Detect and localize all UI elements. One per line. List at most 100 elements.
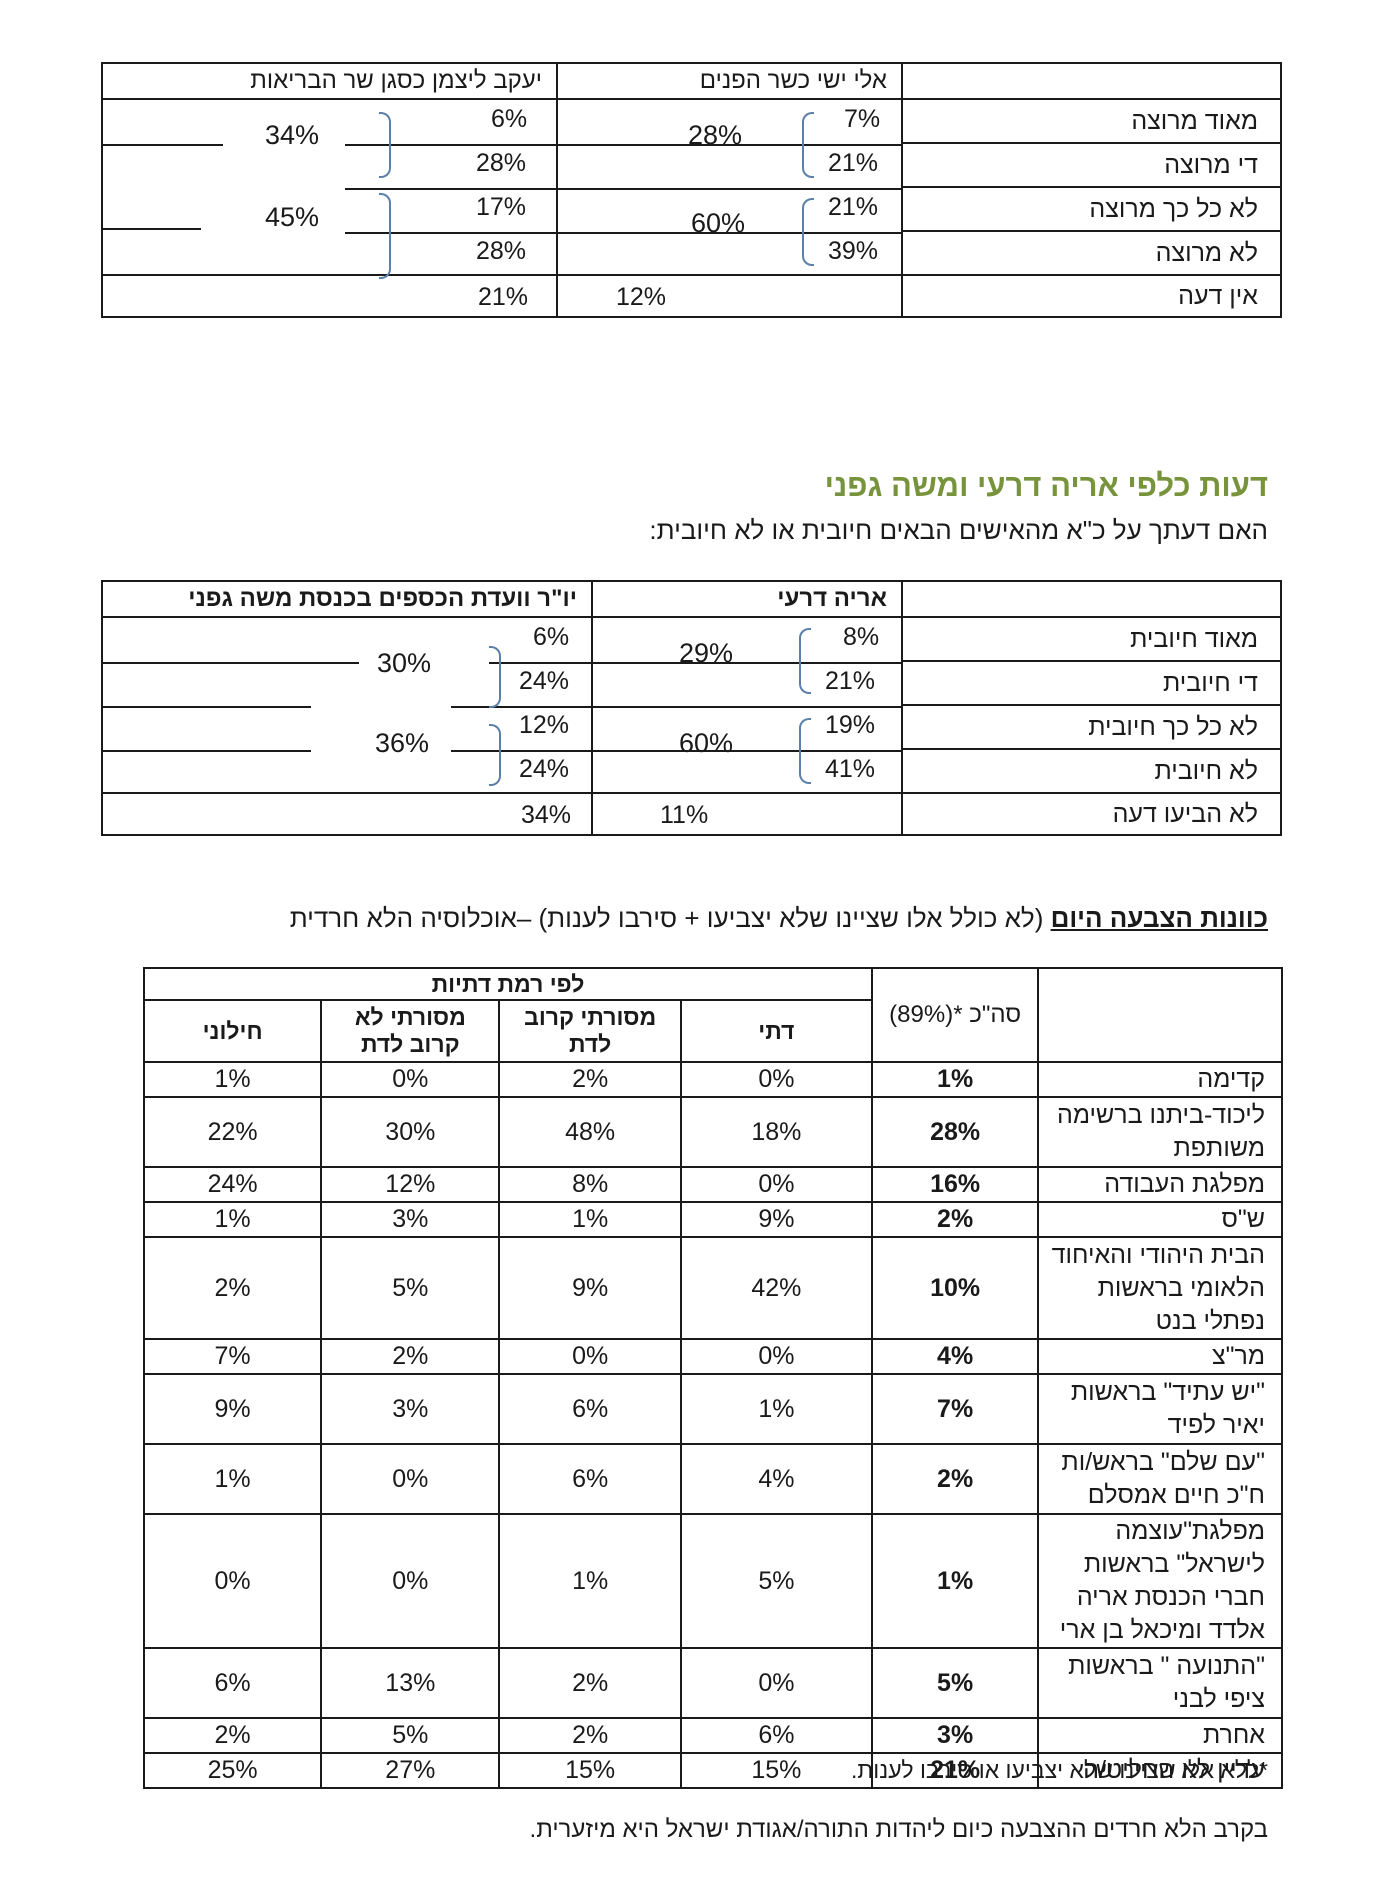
row-label: לא כל כך מרוצה [901,186,1282,232]
value-cell: 12% [519,711,570,739]
party-header [1037,967,1283,1063]
value-cell: 24% [519,667,570,695]
value-cell: 8% [498,1166,682,1203]
row-label: מאוד חיובית [901,616,1282,662]
party-name: "עם שלם" בראש/ות ח"כ חיים אמסלם [1037,1443,1283,1515]
row-label: די מרוצה [901,142,1282,188]
value-cell: 15% [679,1752,873,1789]
value-cell: 30% [320,1096,501,1168]
table-row: ליכוד-ביתנו ברשימה משותפת 28% 18% 48% 30% 22% [142,1096,1283,1168]
value-cell: 21% [825,667,876,695]
column-header: אריה דרעי [591,580,903,618]
section-title-deri-gafni: דעות כלפי אריה דרעי ומשה גפני [824,468,1268,503]
table-row: "עם שלם" בראש/ות ח"כ חיים אמסלם 2% 4% 6% 0% 1… [142,1443,1283,1515]
row-label: מאוד מרוצה [901,98,1282,144]
table-row: "התנועה " בראשות ציפי לבני 5% 0% 2% 13% 6% [142,1647,1283,1719]
value-cell: 1% [142,1443,323,1515]
table-row: "יש עתיד" בראשות יאיר לפיד 7% 1% 6% 3% 9% [142,1373,1283,1445]
table2-col1-overlay: 8% 21% 19% 41% 29% 60% [593,618,903,794]
value-cell: 0% [679,1338,873,1375]
table-row: מפלגת העבודה 16% 0% 8% 12% 24% [142,1166,1283,1203]
party-name: ש"ס [1037,1201,1283,1238]
total-value: 1% [870,1513,1040,1649]
total-value: 2% [870,1443,1040,1515]
value-cell: 22% [142,1096,323,1168]
value-cell: 21% [828,149,879,177]
total-value: 16% [870,1166,1040,1203]
sub-header: מסורתי קרוב לדת [498,999,682,1063]
sub-header: דתי [679,999,873,1063]
value-cell: 6% [498,1373,682,1445]
row-label: לא הביעו דעה [901,792,1282,836]
row-label-header [901,580,1282,618]
positive-sum: 34% [265,120,320,150]
row-label: לא חיובית [901,748,1282,794]
value-cell: 15% [498,1752,682,1789]
party-name: אחרת [1037,1717,1283,1754]
negative-sum: 45% [265,202,320,232]
value-cell: 13% [320,1647,501,1719]
value-cell: 25% [142,1752,323,1789]
table2-col2-overlay: 6% 24% 12% 24% 30% 36% [101,618,593,794]
row-label: לא מרוצה [901,230,1282,276]
value-cell: 1% [679,1373,873,1445]
value-cell: 5% [679,1513,873,1649]
total-value: 1% [870,1061,1040,1098]
value-cell: 28% [476,149,527,177]
positive-sum: 30% [377,648,432,678]
negative-sum: 60% [691,208,746,238]
table-row: מפלגת"עוצמה לישראל" בראשות חברי הכנסת אר… [142,1513,1283,1649]
value-cell: 8% [843,623,880,651]
value-cell: 2% [498,1717,682,1754]
column-header: אלי ישי כשר הפנים [556,62,903,100]
value-cell: 2% [142,1236,323,1340]
group-header: לפי רמת דתיות [143,967,873,1001]
negative-sum: 60% [679,728,734,758]
value-cell: 0% [320,1443,501,1515]
total-value: 4% [870,1338,1040,1375]
value-cell: 42% [679,1236,873,1340]
value-cell: 18% [679,1096,873,1168]
value-cell: 19% [825,711,876,739]
value-cell: 5% [320,1717,501,1754]
value-cell: 24% [142,1166,323,1203]
sub-header: חילוני [142,999,323,1063]
opinion-table-deri-gafni: אריה דרעי יו"ר וועדת הכספים בכנסת משה גפ… [101,580,1282,836]
party-name: מר"צ [1037,1338,1283,1375]
total-value: 10% [870,1236,1040,1340]
table-row: הבית היהודי והאיחוד הלאומי בראשות נפתלי … [142,1236,1283,1340]
negative-sum: 36% [375,728,430,758]
value-cell: 28% [476,237,527,265]
value-cell: 4% [679,1443,873,1515]
value-cell: 2% [142,1717,323,1754]
value-cell: 5% [320,1236,501,1340]
value-cell: 48% [498,1096,682,1168]
value-cell: 12% [320,1166,501,1203]
value-cell: 6% [533,623,570,651]
closing-note: בקרב הלא חרדים ההצבעה כיום ליהדות התורה/… [529,1816,1268,1843]
value-cell: 6% [491,105,528,133]
value-cell: 0% [320,1061,501,1098]
total-header: סה"כ *(89%) [870,967,1040,1063]
positive-sum: 29% [679,638,734,668]
value-cell: 41% [825,755,876,783]
party-name: עדיין לא החליט/ה [1037,1752,1283,1789]
value-cell: 3% [320,1201,501,1238]
footnote: *ללא אלו שציינו שלא יצביעו או סירבו לענו… [851,1757,1268,1783]
sub-header: מסורתי לא קרוב לדת [320,999,501,1063]
value-cell: 0% [498,1338,682,1375]
value-cell: 0% [679,1166,873,1203]
section-title-voting-intentions: כוונות הצבעה היום (לא כולל אלו שציינו של… [289,903,1268,933]
total-value: 7% [870,1373,1040,1445]
party-name: "יש עתיד" בראשות יאיר לפיד [1037,1373,1283,1445]
column-header: יעקב ליצמן כסגן שר הבריאות [101,62,558,100]
column-header: יו"ר וועדת הכספים בכנסת משה גפני [101,580,593,618]
value-cell: 21% [828,193,879,221]
value-cell: 9% [498,1236,682,1340]
party-name: קדימה [1037,1061,1283,1098]
table1-col2-overlay: 6% 28% 17% 28% 34% 45% [101,100,558,279]
value-cell: 6% [679,1717,873,1754]
table-row: קדימה 1% 0% 2% 0% 1% [142,1061,1283,1098]
value-cell: 34% [521,801,572,829]
total-value: 3% [870,1717,1040,1754]
